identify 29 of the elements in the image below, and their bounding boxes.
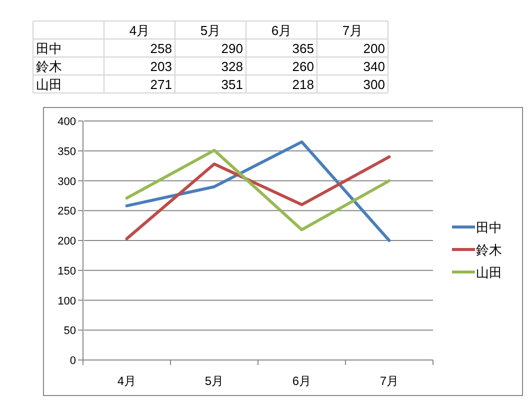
data-label: 365 <box>292 41 314 56</box>
legend-label: 鈴木 <box>476 242 502 258</box>
y-tick-label: 400 <box>58 116 76 128</box>
y-tick-label: 50 <box>64 325 76 338</box>
y-tick-label: 300 <box>58 176 76 188</box>
x-tick-label: 4月 <box>117 374 136 388</box>
data-label: 203 <box>150 59 172 74</box>
data-label: 271 <box>150 77 172 92</box>
x-tick-label: 5月 <box>204 374 224 388</box>
y-tick-label: 250 <box>58 206 76 218</box>
y-tick-label: 100 <box>58 295 76 308</box>
data-table: 4月 5月 6月 7月 田中 258 290 365 200 鈴木 203 328 260 340 山田 271 351 218 300 <box>32 20 388 94</box>
legend-label: 山田 <box>476 265 502 280</box>
legend-label: 田中 <box>476 220 502 235</box>
data-label: 200 <box>363 41 385 56</box>
x-tick-label: 6月 <box>292 374 312 388</box>
y-tick-label: 150 <box>58 265 76 278</box>
data-label: 258 <box>150 41 172 56</box>
x-tick-label: 7月 <box>380 374 399 388</box>
data-label: 290 <box>221 41 243 56</box>
y-tick-label: 0 <box>70 355 76 367</box>
data-label: 300 <box>363 77 385 92</box>
data-label: 340 <box>363 59 385 74</box>
y-tick-label: 350 <box>58 146 76 158</box>
data-label: 351 <box>221 77 243 92</box>
data-label: 328 <box>221 59 243 74</box>
data-label: 218 <box>292 77 314 92</box>
y-tick-label: 200 <box>58 236 76 248</box>
data-label: 260 <box>292 59 314 74</box>
